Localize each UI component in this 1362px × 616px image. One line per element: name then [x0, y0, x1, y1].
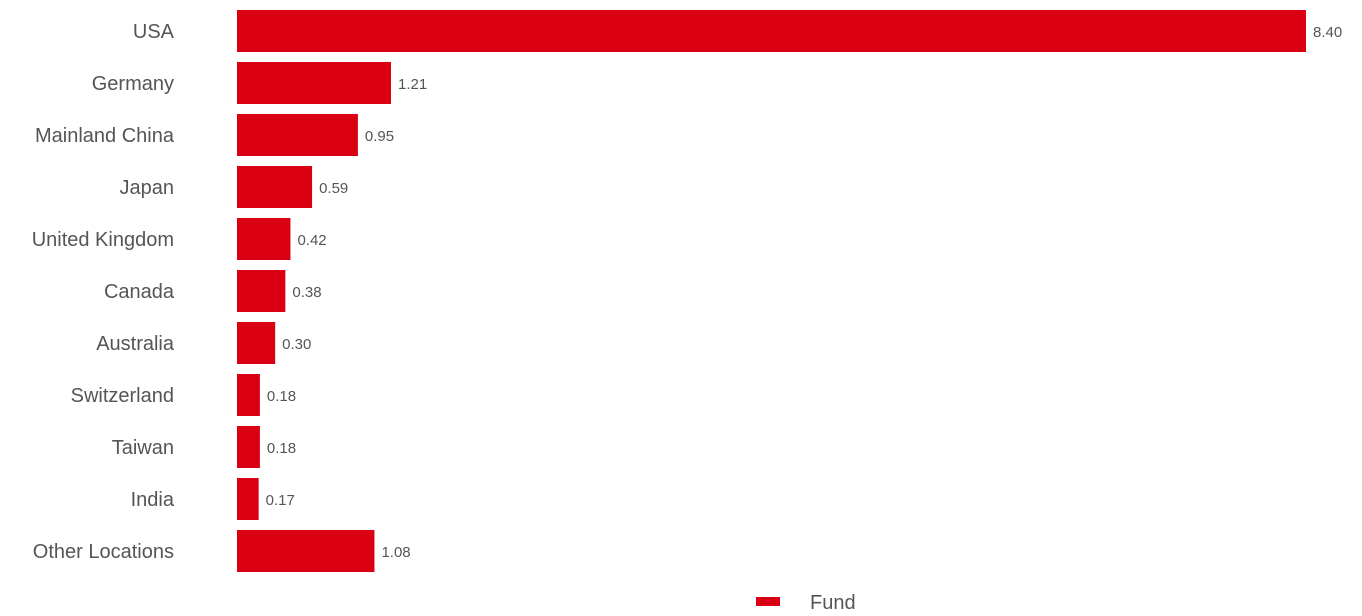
bar-taiwan [237, 426, 260, 468]
category-label-united-kingdom: United Kingdom [32, 229, 174, 251]
legend-swatch-fund [756, 597, 780, 606]
value-label-australia: 0.30 [282, 336, 311, 353]
category-label-australia: Australia [96, 333, 175, 355]
value-label-other-locations: 1.08 [381, 544, 410, 561]
value-label-switzerland: 0.18 [267, 388, 296, 405]
bar-india [237, 478, 259, 520]
value-label-taiwan: 0.18 [267, 440, 296, 457]
category-label-india: India [131, 489, 175, 511]
bar-switzerland [237, 374, 260, 416]
legend: Fund [756, 592, 856, 614]
category-label-other-locations: Other Locations [33, 541, 174, 563]
bar-mainland-china [237, 114, 358, 156]
value-labels: 8.40 1.21 0.95 0.59 0.42 0.38 0.30 0.18 0.18 0.17… [266, 24, 1343, 561]
value-label-usa: 8.40 [1313, 24, 1342, 41]
category-label-germany: Germany [92, 73, 174, 95]
bar-usa [237, 10, 1306, 52]
category-label-mainland-china: Mainland China [35, 125, 175, 147]
value-label-canada: 0.38 [292, 284, 321, 301]
value-label-united-kingdom: 0.42 [297, 232, 326, 249]
value-label-japan: 0.59 [319, 180, 348, 197]
bar-germany [237, 62, 391, 104]
bar-canada [237, 270, 286, 312]
category-label-usa: USA [133, 21, 175, 43]
legend-label-fund: Fund [810, 592, 856, 614]
category-label-taiwan: Taiwan [112, 437, 174, 459]
bars [237, 10, 1306, 572]
bar-united-kingdom [237, 218, 291, 260]
category-labels: USA Germany Mainland China Japan United King… [32, 21, 175, 563]
bar-other-locations [237, 530, 375, 572]
category-label-switzerland: Switzerland [71, 385, 174, 407]
value-label-germany: 1.21 [398, 76, 427, 93]
value-label-india: 0.17 [266, 492, 295, 509]
value-label-mainland-china: 0.95 [365, 128, 394, 145]
bar-japan [237, 166, 313, 208]
category-label-canada: Canada [104, 281, 175, 303]
category-label-japan: Japan [120, 177, 175, 199]
bar-australia [237, 322, 276, 364]
